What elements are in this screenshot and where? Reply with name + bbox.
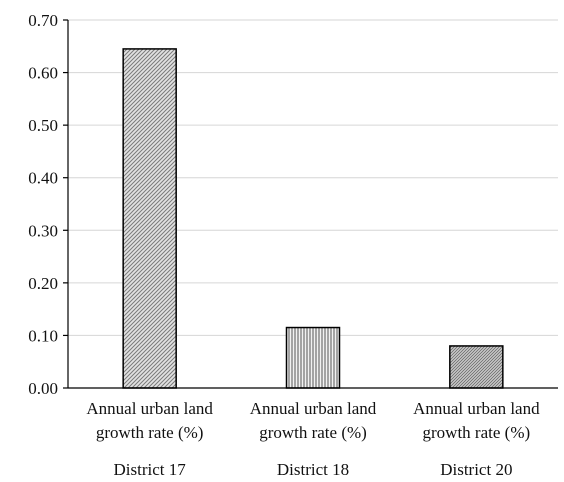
district-label: District 20 bbox=[440, 460, 512, 479]
y-tick-labels: 0.00 0.10 0.20 0.30 0.40 0.50 0.60 0.70 bbox=[28, 11, 68, 398]
y-tick-label: 0.50 bbox=[28, 116, 58, 135]
category-label-line1: Annual urban land bbox=[250, 399, 377, 418]
y-tick-label: 0.70 bbox=[28, 11, 58, 30]
category-label-line1: Annual urban land bbox=[413, 399, 540, 418]
y-tick-label: 0.00 bbox=[28, 379, 58, 398]
y-tick-label: 0.40 bbox=[28, 169, 58, 188]
y-tick-label: 0.20 bbox=[28, 274, 58, 293]
category-label-line1: Annual urban land bbox=[86, 399, 213, 418]
y-tick-label: 0.60 bbox=[28, 64, 58, 83]
bar-district-17 bbox=[122, 48, 177, 389]
bar-district-20 bbox=[449, 345, 504, 389]
y-tick-label: 0.10 bbox=[28, 326, 58, 345]
district-label: District 17 bbox=[114, 460, 187, 479]
y-tick-label: 0.30 bbox=[28, 221, 58, 240]
category-label-line2: growth rate (%) bbox=[259, 423, 367, 442]
bars bbox=[122, 48, 504, 389]
bar-district-18 bbox=[285, 326, 341, 389]
category-labels: Annual urban land growth rate (%) District… bbox=[86, 399, 540, 479]
category-label-line2: growth rate (%) bbox=[96, 423, 204, 442]
district-label: District 18 bbox=[277, 460, 349, 479]
axes bbox=[67, 20, 558, 389]
category-label-line2: growth rate (%) bbox=[423, 423, 531, 442]
